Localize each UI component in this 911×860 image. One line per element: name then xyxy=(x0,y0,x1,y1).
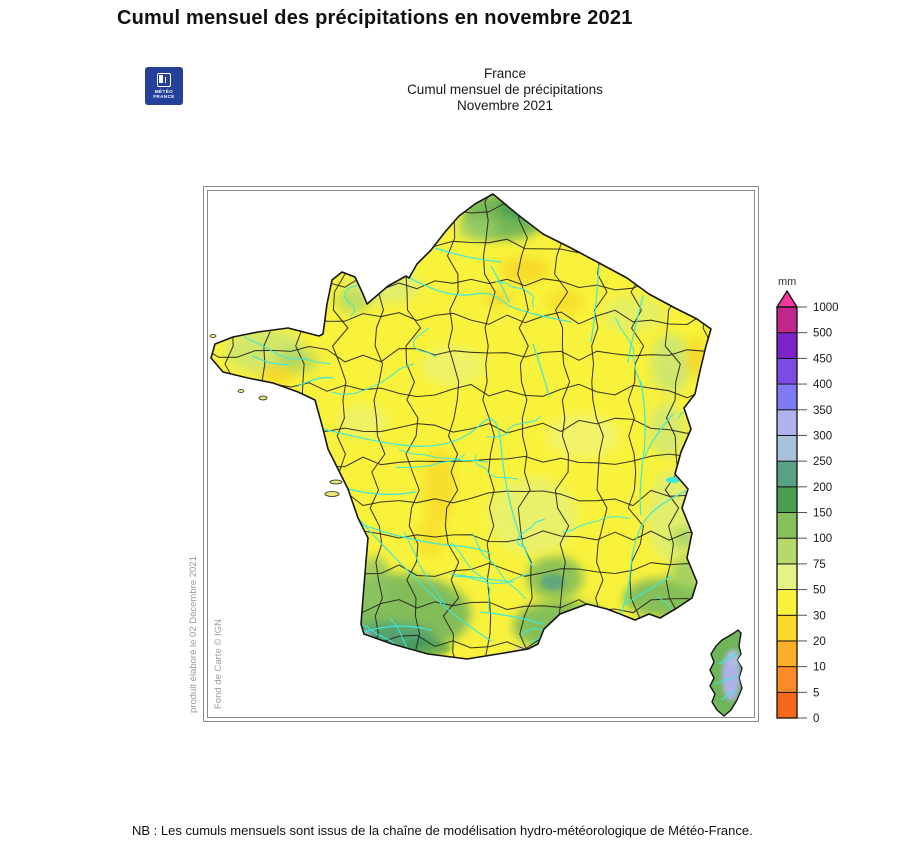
produced-date-caption: produit élaboré le 02 Décembre 2021 xyxy=(188,556,199,713)
map-frame-inner xyxy=(207,190,755,718)
figure-header-subtitle: Cumul mensuel de précipitations xyxy=(407,82,603,97)
figure-header-country: France xyxy=(483,66,527,81)
legend-tick-label: 200 xyxy=(813,482,832,494)
page-title: Cumul mensuel des précipitations en nove… xyxy=(117,7,633,29)
legend-segment xyxy=(776,306,798,334)
legend-tick-label: 100 xyxy=(813,533,832,545)
figure-header-period: Novembre 2021 xyxy=(456,98,554,113)
legend-tick-label: 1000 xyxy=(813,302,839,314)
figure-header: France Cumul mensuel de précipitations N… xyxy=(355,66,655,114)
legend-tick-label: 450 xyxy=(813,353,832,365)
legend-segment xyxy=(776,357,798,385)
legend-tick-label: 30 xyxy=(813,610,826,622)
legend-segment xyxy=(776,332,798,359)
legend-segment xyxy=(776,640,798,668)
legend-segment xyxy=(776,409,798,436)
legend-tick-label: 75 xyxy=(813,559,826,571)
color-scale-legend: mm 0 5 10 20 30 50 75 100 150 200 250 300 350 400 450 5… xyxy=(775,268,910,738)
legend-segment xyxy=(776,537,798,565)
corsica xyxy=(709,629,743,717)
legend-segment xyxy=(776,512,798,539)
legend-overflow-arrow xyxy=(775,289,799,308)
france-coastline xyxy=(210,193,712,660)
coastal-islands xyxy=(209,334,343,497)
logo-line1: MÉTÉO xyxy=(154,88,174,94)
legend-segment xyxy=(776,434,798,462)
meteo-france-logo-text: MÉTÉO FRANCE xyxy=(153,89,175,100)
footnote: NB : Les cumuls mensuels sont issus de l… xyxy=(132,823,753,838)
legend-tick-label: 500 xyxy=(813,328,832,340)
legend-colorbar: 0 5 10 20 30 50 75 100 150 200 250 300 350 400 450 500 1… xyxy=(775,289,839,725)
legend-tick-label: 400 xyxy=(813,379,832,391)
legend-tick-label: 10 xyxy=(813,662,826,674)
basemap-credit-caption: Fond de Carte © IGN xyxy=(213,619,224,709)
legend-tick-label: 300 xyxy=(813,430,832,442)
legend-tick-label: 20 xyxy=(813,636,826,648)
legend-tick-label: 350 xyxy=(813,405,832,417)
legend-segment xyxy=(776,691,798,719)
logo-line2: FRANCE xyxy=(153,94,175,99)
legend-tick-label: 250 xyxy=(813,456,832,468)
legend-tick-label: 50 xyxy=(813,585,826,597)
legend-segment xyxy=(776,589,798,616)
legend-tick-label: 150 xyxy=(813,508,832,520)
france-map-svg xyxy=(203,186,759,722)
meteo-france-logo: MÉTÉO FRANCE xyxy=(145,67,183,105)
precipitation-map xyxy=(203,186,759,722)
legend-segment xyxy=(776,614,798,642)
legend-segment xyxy=(776,486,798,513)
legend-segment xyxy=(776,460,798,488)
legend-segment xyxy=(776,666,798,693)
legend-segment xyxy=(776,563,798,591)
meteo-france-logo-icon xyxy=(157,72,171,87)
legend-tick-label: 0 xyxy=(813,713,819,725)
legend-segment xyxy=(776,383,798,411)
legend-unit-label: mm xyxy=(778,276,797,288)
legend-tick-label: 5 xyxy=(813,687,819,699)
